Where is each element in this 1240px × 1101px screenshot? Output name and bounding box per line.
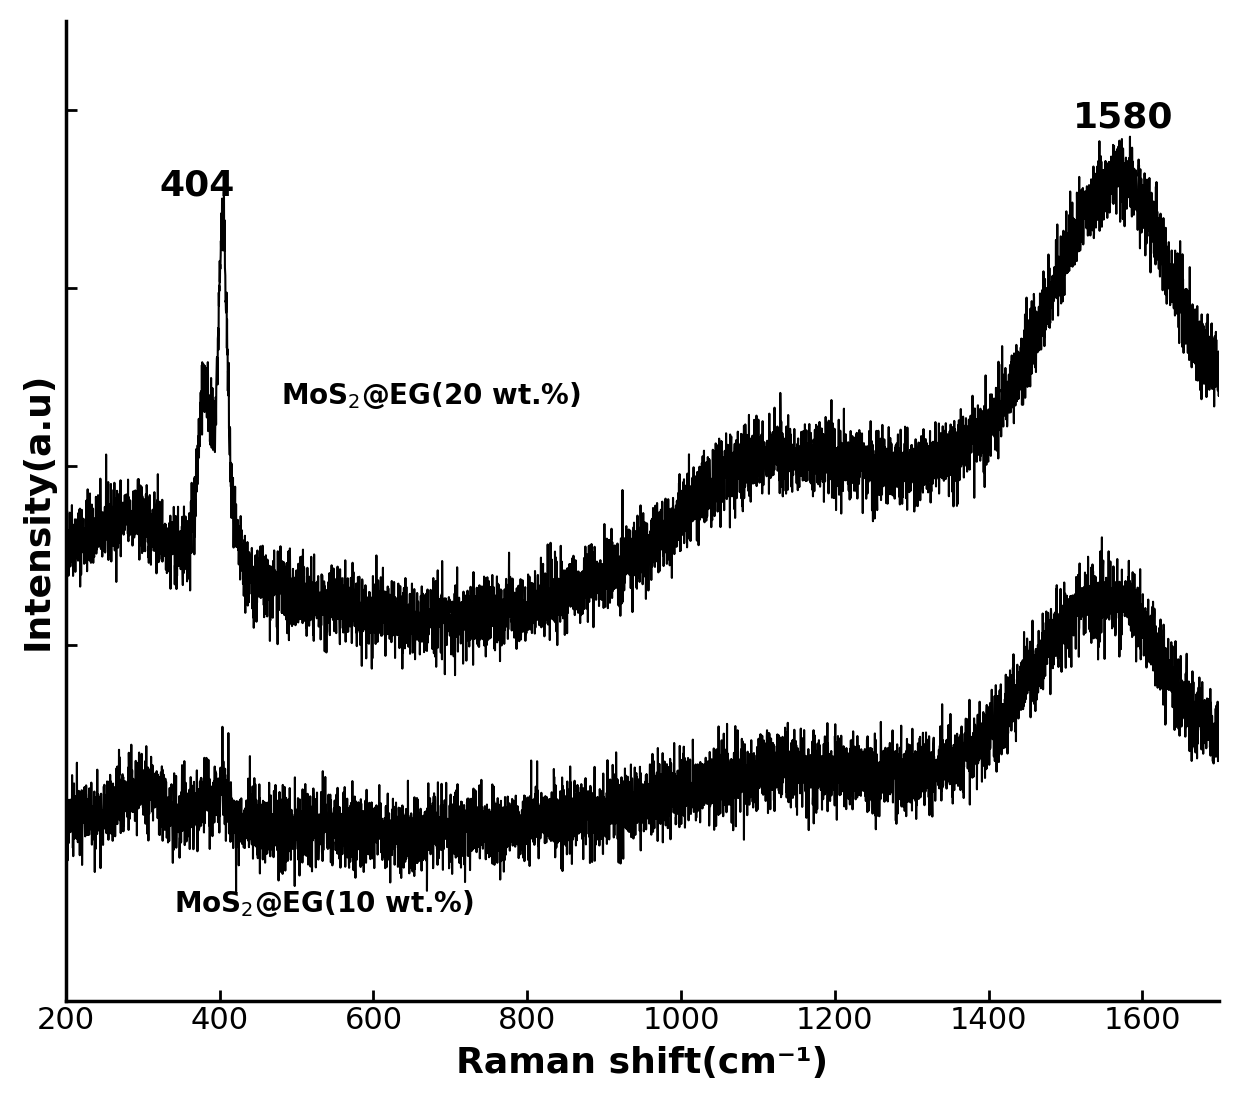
Text: MoS$_2$@EG(20 wt.%): MoS$_2$@EG(20 wt.%): [281, 380, 582, 411]
Text: MoS$_2$@EG(10 wt.%): MoS$_2$@EG(10 wt.%): [174, 889, 474, 919]
X-axis label: Raman shift(cm⁻¹): Raman shift(cm⁻¹): [456, 1046, 828, 1080]
Y-axis label: Intensity(a.u): Intensity(a.u): [21, 372, 55, 651]
Text: 404: 404: [159, 168, 234, 203]
Text: 1580: 1580: [1073, 100, 1173, 134]
